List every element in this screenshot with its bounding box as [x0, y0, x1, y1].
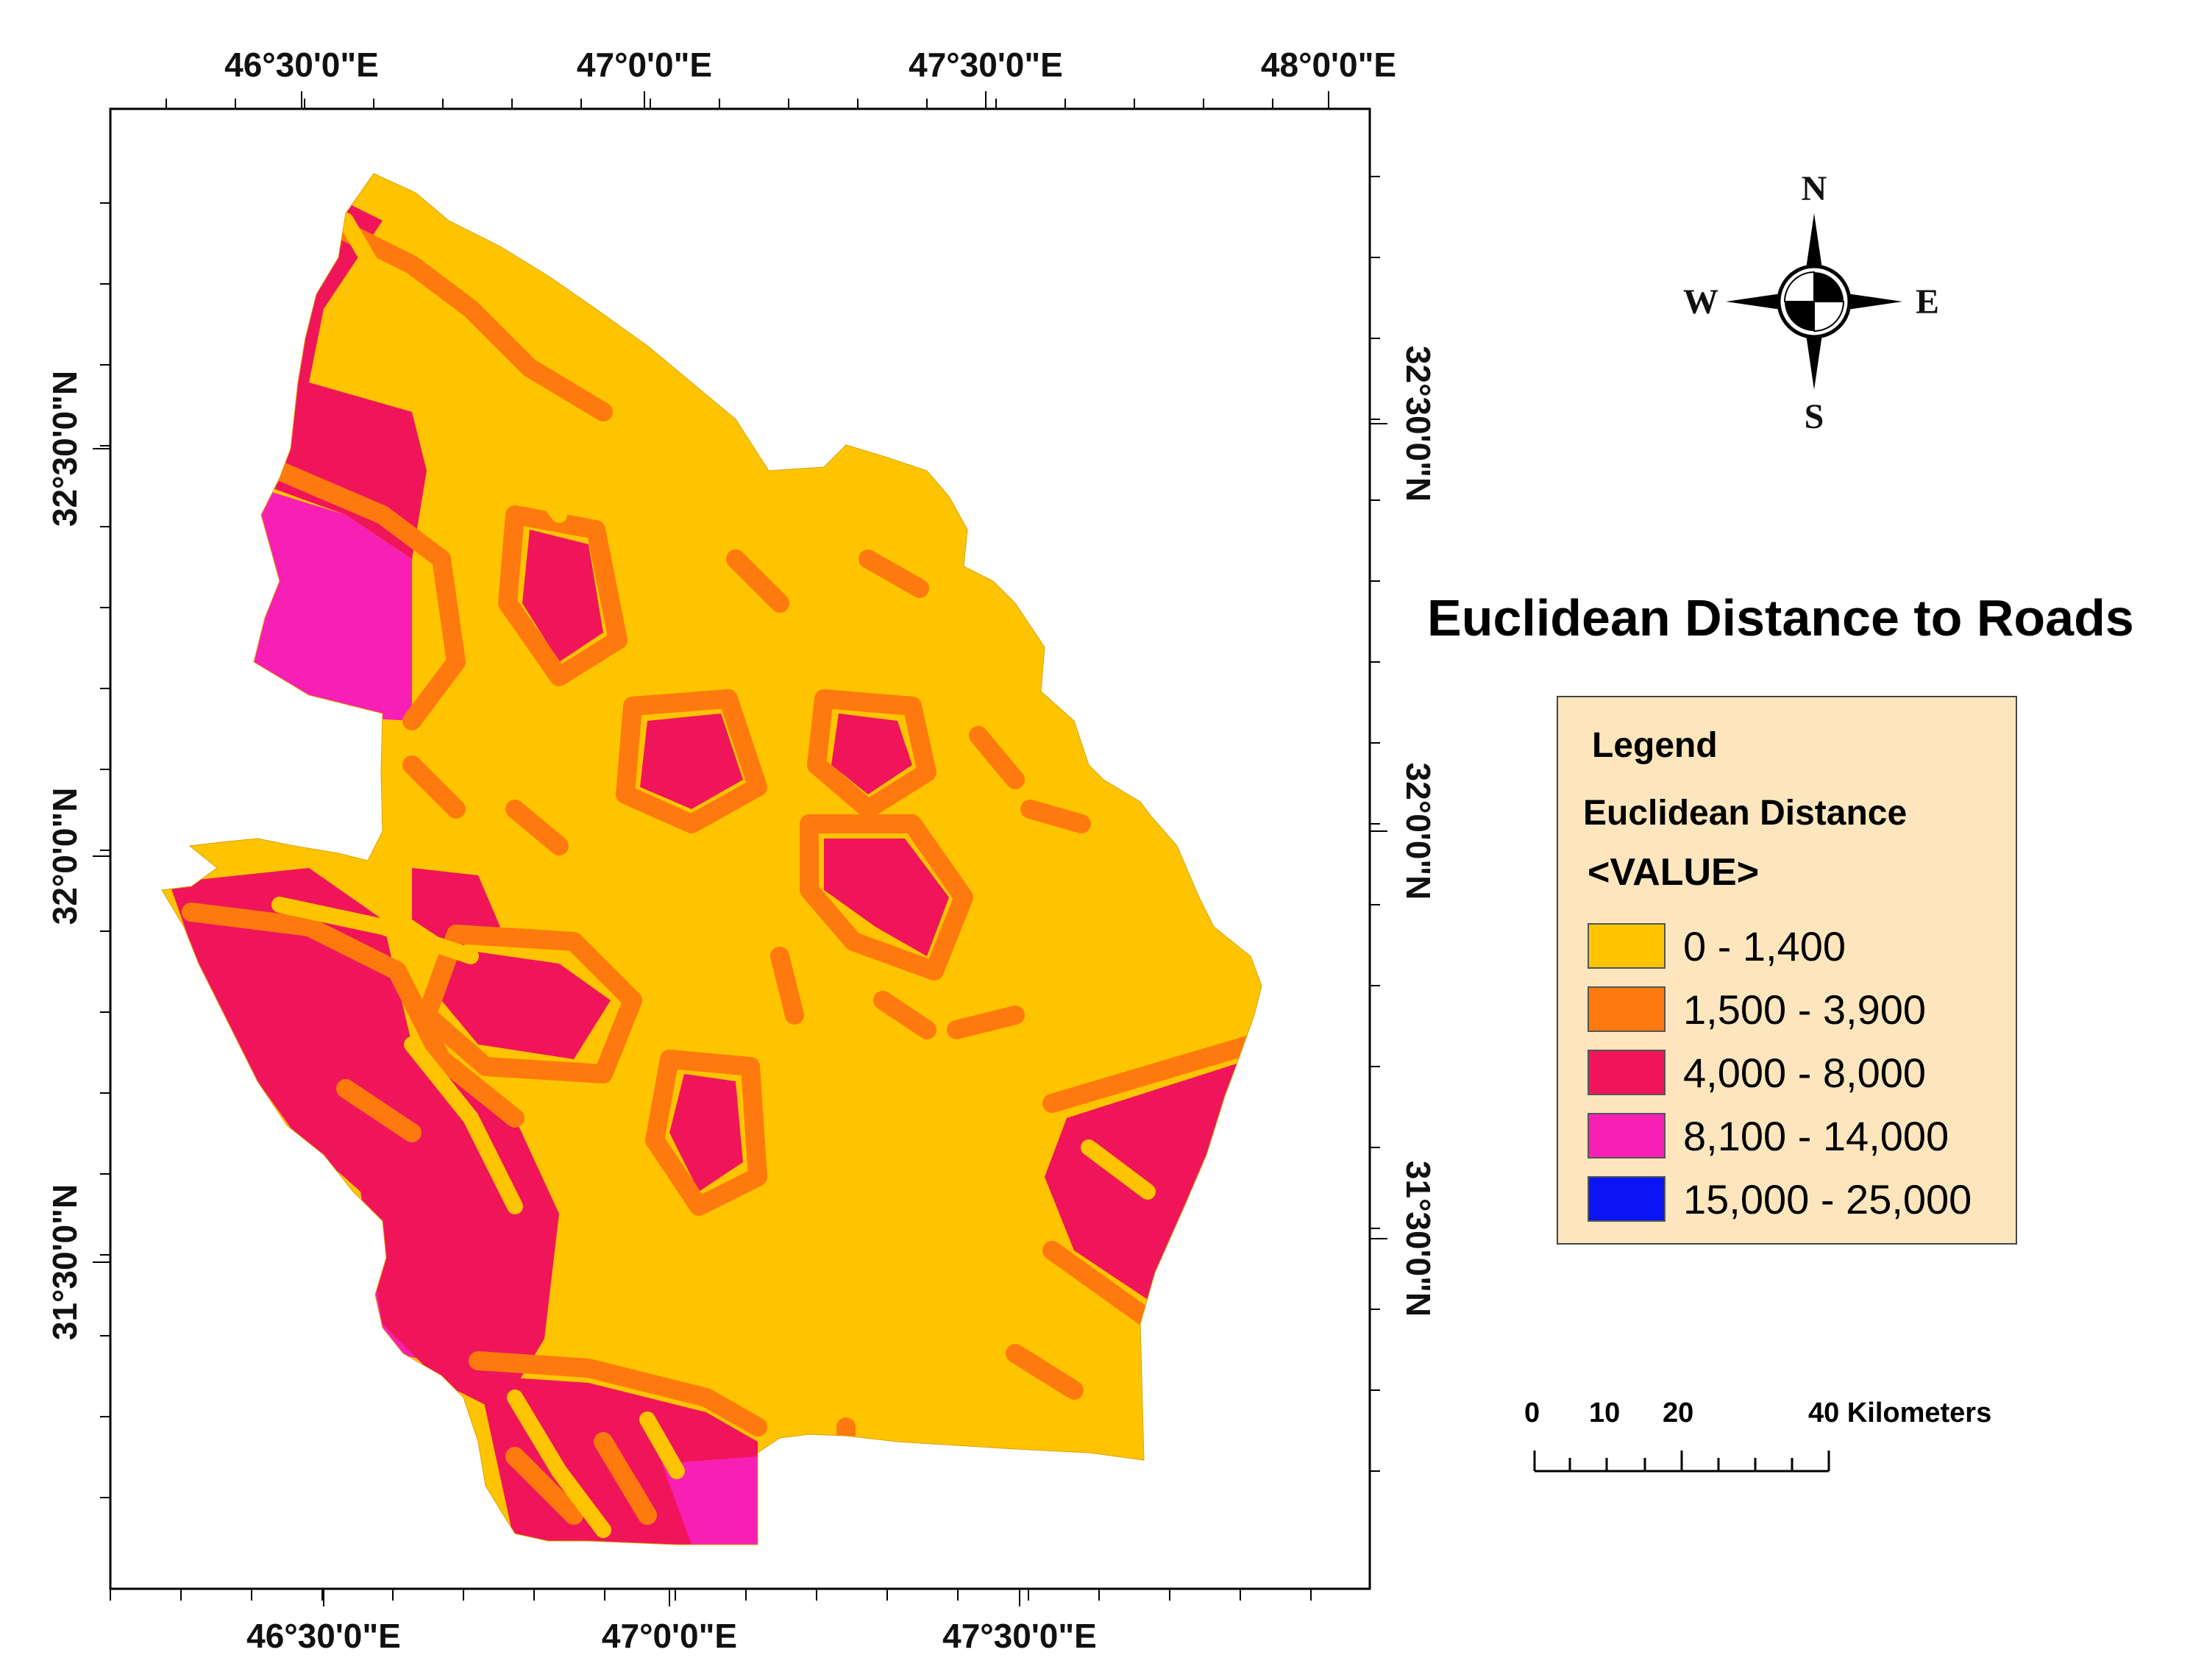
legend-swatch — [1588, 986, 1666, 1032]
bottom-longitude-label: 47°30'0"E — [942, 1617, 1097, 1655]
compass-north-label: N — [1802, 169, 1827, 208]
compass-east-label: E — [1916, 282, 1939, 321]
legend-layer-name: Euclidean Distance — [1583, 794, 1908, 833]
scale-label-0: 0 — [1524, 1398, 1540, 1428]
legend-item: 1,500 - 3,900 — [1588, 981, 1926, 1037]
legend-item-label: 1,500 - 3,900 — [1683, 986, 1927, 1033]
bottom-longitude-label: 47°0'0"E — [602, 1617, 737, 1655]
zone-4000-8000 — [169, 868, 559, 1412]
scale-label-20: 20 — [1663, 1398, 1694, 1428]
legend-swatch — [1588, 1050, 1666, 1095]
legend-heading: Legend — [1592, 726, 1718, 765]
legend-item: 4,000 - 8,000 — [1588, 1044, 1926, 1100]
euclidean-distance-raster — [162, 174, 1262, 1545]
legend-swatch — [1588, 923, 1666, 969]
zone-1500-3900 — [182, 211, 1260, 1525]
zone-4000-8000 — [669, 1074, 743, 1192]
legend-field-name: <VALUE> — [1588, 851, 1760, 894]
zone-4000-8000 — [441, 949, 611, 1059]
top-tick-marks — [166, 91, 1329, 109]
top-longitude-label: 47°0'0"E — [577, 46, 712, 84]
legend-item: 15,000 - 25,000 — [1588, 1171, 1972, 1227]
zone-4000-8000 — [522, 530, 603, 662]
right-tick-marks — [1370, 176, 1387, 1472]
legend-item-label: 4,000 - 8,000 — [1683, 1049, 1927, 1096]
zone-4000-8000 — [831, 713, 912, 794]
legend-swatch — [1588, 1176, 1666, 1222]
zone-8100-14000 — [243, 485, 412, 721]
compass-west-label: W — [1683, 282, 1718, 321]
legend-swatch — [1588, 1113, 1666, 1158]
legend-box: Legend Euclidean Distance <VALUE> 0 - 1,… — [1557, 696, 2017, 1245]
zone-4000-8000 — [640, 713, 743, 809]
legend-item-label: 8,100 - 14,000 — [1683, 1112, 1949, 1159]
zone-8100-14000 — [662, 1456, 758, 1545]
bottom-longitude-label: 46°30'0"E — [246, 1617, 401, 1655]
map-frame — [109, 107, 1371, 1590]
map-title: Euclidean Distance to Roads — [1427, 589, 2134, 647]
zone-0-1400 — [271, 213, 1156, 1538]
left-latitude-label: 31°30'0"N — [46, 1184, 84, 1340]
compass-rose-icon: N S E W — [1683, 169, 1939, 436]
scale-bar — [1533, 1451, 1830, 1473]
left-latitude-label: 32°0'0"N — [46, 788, 84, 925]
legend-item: 8,100 - 14,000 — [1588, 1108, 1949, 1164]
scale-label-40-kilometers: 40 Kilometers — [1808, 1398, 1992, 1428]
right-latitude-label: 31°30'0"N — [1399, 1161, 1437, 1317]
legend-item-label: 0 - 1,400 — [1683, 922, 1846, 969]
right-latitude-label: 32°30'0"N — [1399, 346, 1437, 502]
left-latitude-label: 32°30'0"N — [46, 371, 84, 527]
top-longitude-label: 46°30'0"E — [224, 46, 379, 84]
top-longitude-label: 48°0'0"E — [1261, 46, 1396, 84]
top-longitude-label: 47°30'0"E — [909, 46, 1063, 84]
scale-label-10: 10 — [1589, 1398, 1621, 1428]
left-tick-marks — [93, 202, 110, 1498]
bottom-tick-marks — [110, 1589, 1312, 1606]
right-latitude-label: 32°0'0"N — [1399, 763, 1437, 900]
legend-item: 0 - 1,400 — [1588, 918, 1846, 974]
legend-item-label: 15,000 - 25,000 — [1683, 1175, 1972, 1222]
compass-south-label: S — [1805, 397, 1824, 436]
zone-4000-8000 — [824, 839, 949, 956]
